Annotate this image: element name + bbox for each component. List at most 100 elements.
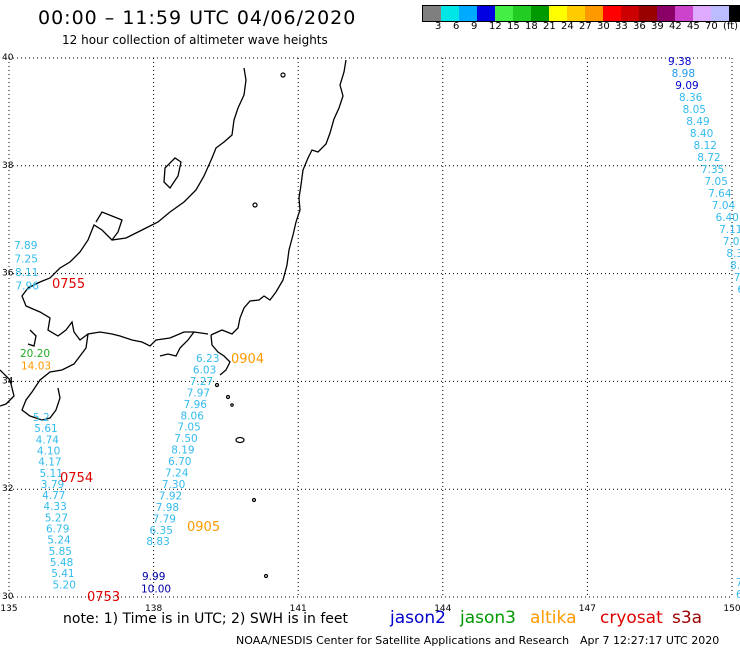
colorbar-swatch	[603, 6, 621, 21]
colorbar-swatch	[531, 6, 549, 21]
swh-value: 7.79	[153, 513, 176, 525]
colorbar-swatch	[621, 6, 639, 21]
coast-sagami	[159, 331, 195, 357]
swh-value: 9.99	[142, 571, 165, 583]
colorbar-swatch	[639, 6, 657, 21]
swh-value: 7.05	[705, 176, 728, 188]
colorbar-tick: (ft)	[723, 21, 739, 32]
swh-value: 7.11	[719, 224, 740, 236]
colorbar-swatch	[729, 6, 740, 21]
legend-jason3: jason3	[460, 608, 516, 628]
swh-value: 6	[737, 284, 740, 296]
swh-value: 7.27	[190, 376, 213, 388]
swh-value: 8.12	[694, 140, 717, 152]
swh-value: 5.2	[33, 412, 50, 424]
lon-label: 144	[434, 604, 451, 614]
lon-label: 141	[290, 604, 307, 614]
colorbar-swatch	[657, 6, 675, 21]
izu-islands	[214, 72, 286, 579]
colorbar-tick: 24	[561, 21, 574, 32]
colorbar-tick: 36	[633, 21, 646, 32]
swh-value: 20.20	[20, 348, 50, 360]
coast-honshu-west	[21, 67, 247, 347]
swh-value: 5.48	[50, 557, 73, 569]
colorbar-tick: 3	[435, 21, 442, 32]
lat-label: 38	[2, 161, 14, 171]
swh-value: 6.70	[168, 456, 191, 468]
colorbar-tick: 9	[471, 21, 478, 32]
pass-time-label: 0753	[87, 590, 120, 605]
swh-value: 6.23	[196, 353, 219, 365]
colorbar-tick: 12	[489, 21, 502, 32]
colorbar-tick: 33	[615, 21, 628, 32]
colorbar-swatch	[495, 6, 513, 21]
swh-value: 4.10	[37, 445, 60, 457]
colorbar-tick: 39	[651, 21, 664, 32]
swh-value: 7.98	[156, 502, 179, 514]
swh-value: 5.27	[45, 512, 68, 524]
lat-label: 36	[2, 269, 14, 279]
swh-value: 7.92	[159, 490, 182, 502]
swh-value: 8.72	[697, 152, 720, 164]
swh-value: 8.05	[683, 104, 706, 116]
swh-value: 6.35	[150, 525, 173, 537]
swh-value: 7.96	[184, 399, 208, 411]
swh-value: 5.20	[53, 579, 76, 591]
swh-value: 8.98	[672, 68, 695, 80]
colorbar-tick: 45	[687, 21, 700, 32]
swh-value: 7.05	[177, 422, 200, 434]
swh-value: 7.24	[165, 468, 189, 480]
swh-value: 6.03	[193, 364, 216, 376]
colorbar-tick: 6	[453, 21, 460, 32]
lon-label: 138	[145, 604, 162, 614]
swh-value: 3.79	[41, 479, 64, 491]
coast-izu	[210, 334, 231, 376]
swh-value: 7.0	[723, 236, 740, 248]
swh-value: 8.06	[181, 410, 205, 422]
swh-value: 4.33	[43, 501, 66, 513]
swh-value: 4.77	[42, 490, 65, 502]
swh-value: 5.24	[47, 535, 71, 547]
swh-value: 8.36	[679, 92, 703, 104]
swh-value: 9.09	[675, 80, 698, 92]
lat-label: 32	[2, 484, 13, 494]
swh-value: 5.85	[49, 546, 72, 558]
colorbar-tick: 21	[543, 21, 556, 32]
swh-value: 9.38	[668, 56, 691, 68]
pass-time-label: 0905	[187, 520, 220, 535]
coast-noto	[95, 211, 123, 241]
coast-shikoku	[0, 369, 15, 407]
legend-s3a: s3a	[672, 608, 703, 628]
map-grid	[8, 57, 733, 598]
lat-label: 34	[2, 376, 14, 386]
colorbar-swatch	[693, 6, 711, 21]
chart-subtitle: 12 hour collection of altimeter wave hei…	[62, 33, 328, 47]
legend-cryosat: cryosat	[600, 608, 663, 628]
swh-value: 6	[736, 589, 740, 601]
lon-label: 147	[579, 604, 596, 614]
colorbar-swatch	[549, 6, 567, 21]
swh-value: 7.04	[712, 200, 736, 212]
coast-honshu-east	[210, 59, 347, 336]
coast-osaka	[27, 329, 37, 347]
swh-value: 4.74	[36, 434, 60, 446]
colorbar-tick: 42	[669, 21, 682, 32]
swh-value: 8.40	[690, 128, 713, 140]
swh-value: 5.61	[34, 423, 57, 435]
colorbar-swatch	[711, 6, 729, 21]
footer-timestamp: Apr 7 12:27:17 UTC 2020	[580, 634, 720, 647]
swh-value: 7.96	[16, 281, 40, 293]
footer-credit: NOAA/NESDIS Center for Satellite Applica…	[236, 634, 570, 647]
colorbar-tick: 30	[597, 21, 610, 32]
swh-value: 5.11	[40, 468, 63, 480]
lat-label: 40	[2, 53, 14, 63]
colorbar-swatch	[585, 6, 603, 21]
colorbar-swatch	[675, 6, 693, 21]
wave-height-colorbar	[422, 5, 740, 22]
lat-label: 30	[2, 592, 14, 602]
colorbar-tick: 18	[525, 21, 538, 32]
swh-value: 6.79	[46, 524, 69, 536]
swh-value: 7	[734, 272, 740, 284]
